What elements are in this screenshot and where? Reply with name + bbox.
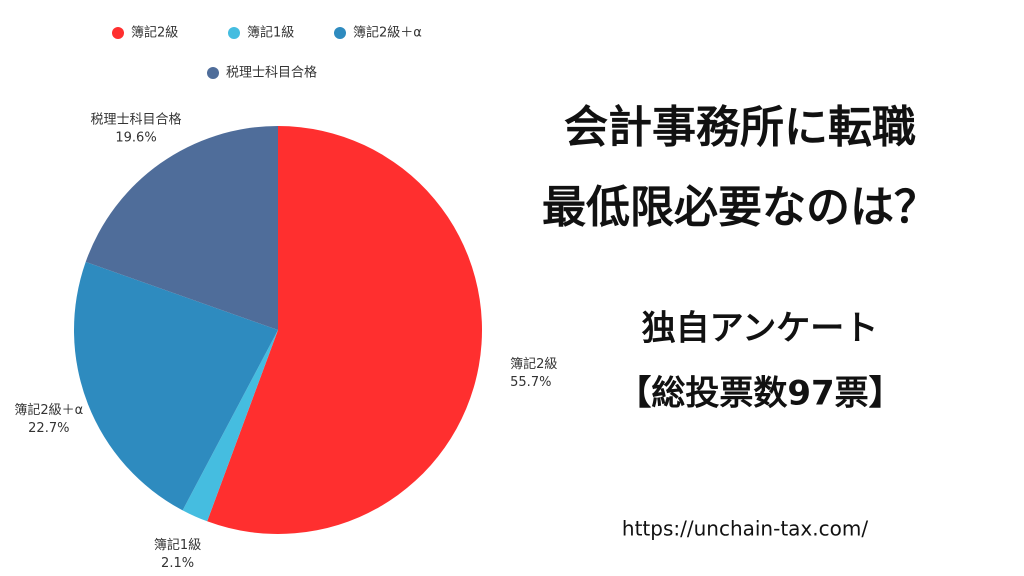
legend-swatch: [228, 27, 240, 39]
legend-swatch: [334, 27, 346, 39]
subtitle-line: 独自アンケート: [642, 309, 879, 349]
legend-label: 簿記2級＋α: [353, 25, 422, 41]
slice-value: 2.1%: [161, 556, 194, 571]
title-line: 最低限必要なのは？: [542, 182, 938, 233]
title-line: 会計事務所に転職: [564, 102, 916, 153]
legend-label: 税理士科目合格: [226, 65, 317, 81]
pie-slice: [73, 261, 278, 511]
slice-label: 簿記2級: [510, 356, 557, 372]
slice-label: 簿記1級: [154, 537, 201, 553]
pie-slice: [182, 330, 278, 522]
subtitle-line: 【総投票数97票】: [617, 374, 902, 414]
slice-value: 55.7%: [510, 375, 551, 390]
source: https://unchain-tax.com/: [622, 517, 868, 541]
legend-swatch: [112, 27, 124, 39]
legend-label: 簿記1級: [247, 25, 294, 41]
slice-label: 簿記2級＋α: [14, 402, 83, 418]
slice-value: 19.6%: [115, 131, 156, 146]
legend-label: 簿記2級: [131, 25, 178, 41]
pie-slice: [85, 126, 278, 330]
slice-label: 税理士科目合格: [91, 112, 182, 128]
slice-value: 22.7%: [28, 421, 69, 436]
pie-slice: [207, 126, 482, 534]
legend-swatch: [207, 67, 219, 79]
